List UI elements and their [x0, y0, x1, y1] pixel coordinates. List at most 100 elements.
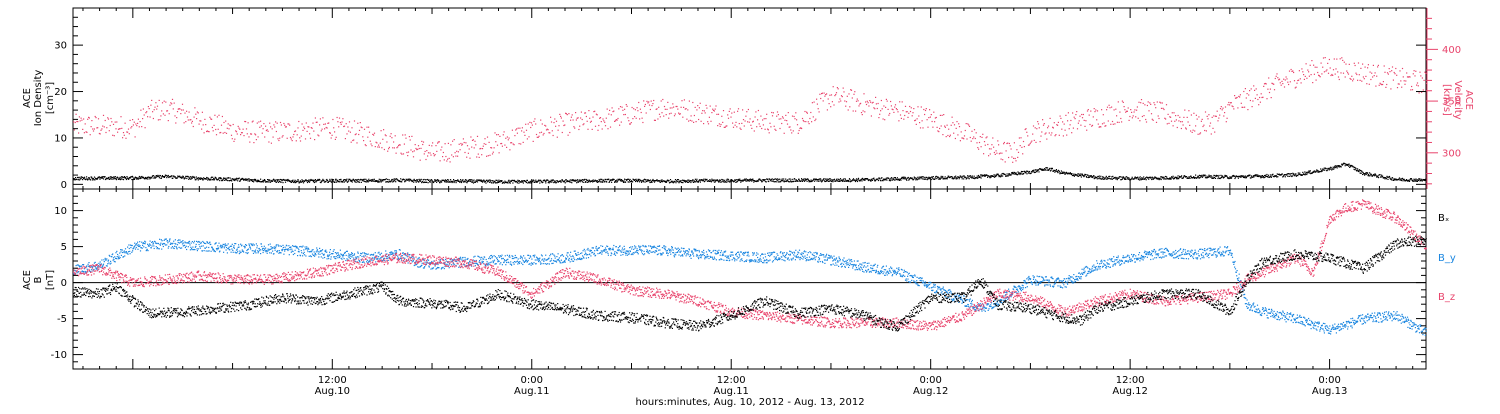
velocity-point: [1268, 77, 1269, 78]
velocity-point: [627, 106, 628, 107]
density-point: [123, 179, 124, 180]
velocity-point: [1306, 78, 1307, 79]
velocity-point: [1124, 109, 1125, 110]
velocity-point: [282, 135, 283, 136]
velocity-point: [587, 129, 588, 130]
velocity-point: [247, 133, 248, 134]
velocity-point: [1208, 114, 1209, 115]
velocity-point: [251, 134, 252, 135]
density-point: [1331, 167, 1332, 168]
density-point: [340, 179, 341, 180]
velocity-point: [232, 138, 233, 139]
velocity-point: [672, 103, 673, 104]
velocity-point: [1033, 125, 1034, 126]
velocity-point: [381, 130, 382, 131]
velocity-point: [1388, 74, 1389, 75]
velocity-point: [1168, 114, 1169, 115]
velocity-point: [1084, 120, 1085, 121]
density-point: [1212, 177, 1213, 178]
velocity-point: [877, 108, 878, 109]
velocity-point: [1070, 124, 1071, 125]
density-point: [751, 181, 752, 182]
density-point: [639, 181, 640, 182]
velocity-point: [1158, 118, 1159, 119]
density-point: [832, 181, 833, 182]
by-point: [141, 242, 142, 243]
by-point: [337, 257, 338, 258]
velocity-point: [143, 108, 144, 109]
velocity-point: [442, 156, 443, 157]
velocity-point: [907, 111, 908, 112]
velocity-point: [905, 106, 906, 107]
density-point: [496, 180, 497, 181]
by-point: [121, 255, 122, 256]
velocity-point: [125, 123, 126, 124]
by-point: [129, 248, 130, 249]
by-point: [190, 247, 191, 248]
velocity-point: [386, 135, 387, 136]
velocity-point: [1364, 78, 1365, 79]
by-point: [292, 251, 293, 252]
by-point: [252, 245, 253, 246]
velocity-point: [154, 107, 155, 108]
density-point: [987, 177, 988, 178]
velocity-point: [710, 106, 711, 107]
velocity-point: [407, 155, 408, 156]
density-point: [1127, 178, 1128, 179]
density-point: [890, 180, 891, 181]
density-point: [651, 182, 652, 183]
velocity-point: [159, 119, 160, 120]
velocity-point: [839, 98, 840, 99]
velocity-point: [755, 116, 756, 117]
density-point: [963, 178, 964, 179]
velocity-point: [1063, 135, 1064, 136]
density-point: [323, 180, 324, 181]
density-point: [768, 181, 769, 182]
by-point: [160, 243, 161, 244]
velocity-point: [532, 125, 533, 126]
density-point: [1337, 167, 1338, 168]
density-point: [721, 181, 722, 182]
velocity-point: [1309, 76, 1310, 77]
velocity-point: [1061, 129, 1062, 130]
velocity-point: [79, 116, 80, 117]
velocity-point: [835, 94, 836, 95]
density-point: [1386, 178, 1387, 179]
velocity-point: [1312, 82, 1313, 83]
by-point: [162, 240, 163, 241]
density-point: [996, 175, 997, 176]
density-point: [940, 179, 941, 180]
velocity-point: [941, 125, 942, 126]
velocity-point: [778, 114, 779, 115]
density-point: [1251, 175, 1252, 176]
by-point: [300, 255, 301, 256]
velocity-point: [243, 135, 244, 136]
by-point: [225, 243, 226, 244]
velocity-point: [641, 112, 642, 113]
velocity-point: [1079, 116, 1080, 117]
velocity-point: [1160, 102, 1161, 103]
by-point: [337, 252, 338, 253]
velocity-point: [551, 121, 552, 122]
by-point: [116, 251, 117, 252]
velocity-point: [681, 100, 682, 101]
by-point: [185, 247, 186, 248]
velocity-point: [1127, 111, 1128, 112]
velocity-point: [142, 118, 143, 119]
velocity-point: [1296, 83, 1297, 84]
velocity-point: [1227, 118, 1228, 119]
by-point: [209, 242, 210, 243]
density-point: [228, 177, 229, 178]
density-point: [485, 181, 486, 182]
density-point: [560, 180, 561, 181]
velocity-point: [1224, 112, 1225, 113]
velocity-point: [813, 116, 814, 117]
velocity-point: [610, 127, 611, 128]
density-point: [355, 182, 356, 183]
density-point: [539, 183, 540, 184]
velocity-point: [573, 119, 574, 120]
velocity-point: [1109, 105, 1110, 106]
velocity-point: [1396, 75, 1397, 76]
by-point: [306, 246, 307, 247]
density-point: [1049, 168, 1050, 169]
